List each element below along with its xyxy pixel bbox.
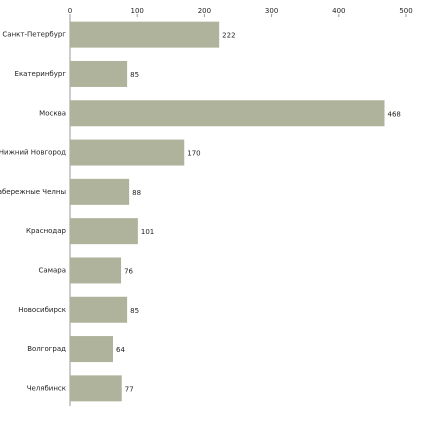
value-label: 85 [130,71,139,79]
bar [70,218,138,245]
x-tick-label: 0 [68,7,72,15]
y-tick-label: Москва [39,109,66,117]
y-tick-label: Набережные Челны [0,188,66,196]
x-tick-label: 200 [198,7,211,15]
x-tick-label: 400 [332,7,345,15]
x-tick-label: 100 [131,7,144,15]
value-label: 101 [141,228,154,236]
bar [70,100,385,127]
x-tick-label: 500 [399,7,412,15]
value-label: 77 [125,385,134,393]
y-tick-label: Краснодар [26,227,67,235]
y-tick-label: Волгоград [27,345,66,353]
value-label: 64 [116,346,125,354]
bar [70,21,220,48]
bar [70,296,128,323]
value-label: 222 [222,32,235,40]
bar [70,257,122,284]
y-tick-label: Челябинск [27,384,66,392]
bar [70,375,122,402]
x-tick-label: 300 [265,7,278,15]
y-tick-label: Новосибирск [18,306,66,314]
value-label: 85 [130,307,139,315]
bar [70,178,130,205]
bar [70,139,185,166]
bar [70,60,128,87]
value-label: 76 [124,267,133,275]
value-label: 88 [132,189,141,197]
y-tick-label: Санкт-Петербург [2,31,66,39]
value-label: 468 [387,110,400,118]
y-tick-label: Нижний Новгород [0,149,66,157]
y-tick-label: Екатеринбург [15,70,67,78]
value-label: 170 [187,150,200,158]
y-tick-label: Самара [39,266,66,274]
bar [70,336,114,363]
